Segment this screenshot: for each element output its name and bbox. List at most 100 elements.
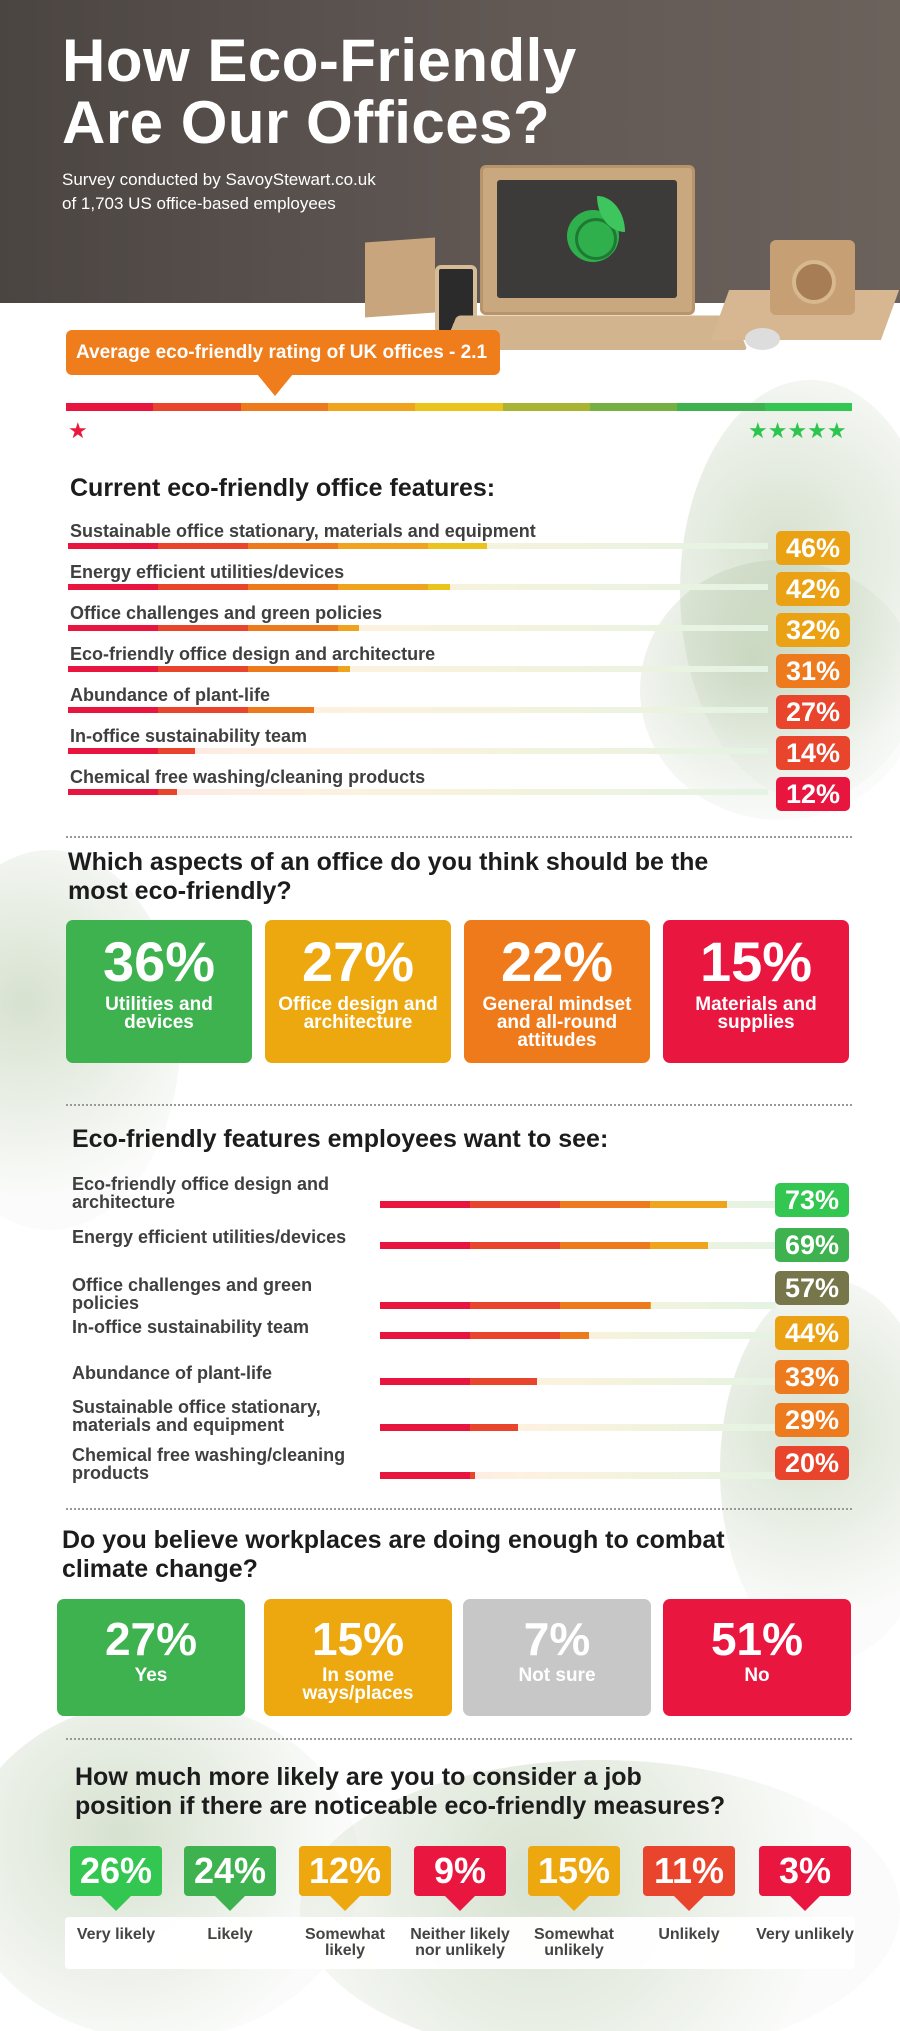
divider <box>66 1508 852 1510</box>
job-percent-badge: 15% <box>528 1846 620 1896</box>
current-features-title: Current eco-friendly office features: <box>70 474 496 502</box>
job-label: Very likely <box>76 1926 156 1943</box>
feature-bar-fill <box>68 707 314 713</box>
feature-row: Eco-friendly office design and architect… <box>68 644 854 688</box>
feature-bar-track <box>68 748 768 754</box>
subtitle: Survey conducted by SavoyStewart.co.uk o… <box>62 168 376 216</box>
subtitle-line-2: of 1,703 US office-based employees <box>62 194 336 213</box>
divider <box>66 1104 852 1106</box>
job-pointer-icon <box>558 1895 590 1911</box>
feature-row: Abundance of plant-life 27% <box>68 685 854 729</box>
feature-row: Office challenges and green policies 32% <box>68 603 854 647</box>
job-title-line-1: How much more likely are you to consider… <box>75 1763 642 1791</box>
job-label: Somewhat unlikely <box>533 1926 614 1959</box>
aspect-percent: 22% <box>500 930 614 993</box>
want-percent-badge: 33% <box>775 1360 849 1394</box>
want-feature-row: Eco-friendly office design and architect… <box>70 1175 856 1215</box>
job-percent-badge: 3% <box>759 1846 851 1896</box>
aspect-box: 22% General mindset and all-round attitud… <box>464 920 650 1063</box>
feature-label: Chemical free washing/cleaning products <box>70 767 426 787</box>
want-percent-badge: 73% <box>775 1183 849 1217</box>
feature-percent-badge: 32% <box>776 613 850 647</box>
feature-label: Office challenges and green policies <box>70 603 383 623</box>
climate-label: No <box>744 1665 770 1686</box>
climate-title-line-2: climate change? <box>62 1555 258 1583</box>
climate-box: 7% Not sure <box>463 1599 651 1716</box>
job-percent-badge: 11% <box>643 1846 735 1896</box>
mouse-icon <box>745 328 780 350</box>
feature-bar-track <box>68 789 768 795</box>
aspect-box: 27% Office design and architecture <box>265 920 451 1063</box>
feature-row: Energy efficient utilities/devices 42% <box>68 562 854 606</box>
want-feature-label: Chemical free washing/cleaning products <box>72 1445 346 1483</box>
want-bar-fill <box>380 1378 537 1385</box>
job-label: Unlikely <box>658 1926 720 1943</box>
feature-percent-badge: 46% <box>776 531 850 565</box>
want-feature-label: Office challenges and green policies <box>72 1275 313 1313</box>
want-feature-row: Abundance of plant-life <box>70 1364 856 1404</box>
want-percent-badge: 29% <box>775 1403 849 1437</box>
aspect-percent: 27% <box>301 930 415 993</box>
want-bar-track <box>380 1472 776 1479</box>
feature-label: Energy efficient utilities/devices <box>70 562 345 582</box>
aspect-label: General mindset and all-round attitudes <box>482 994 632 1051</box>
want-feature-label: In-office sustainability team <box>72 1317 310 1337</box>
divider <box>66 1738 852 1740</box>
feature-row: Sustainable office stationary, materials… <box>68 521 854 565</box>
job-pointer-icon <box>214 1895 246 1911</box>
want-feature-row: Sustainable office stationary, materials… <box>70 1398 856 1438</box>
office-illustration <box>350 150 900 360</box>
want-features-title: Eco-friendly features employees want to … <box>72 1125 609 1153</box>
divider <box>66 836 852 838</box>
feature-bar-track <box>68 625 768 631</box>
feature-percent-badge: 31% <box>776 654 850 688</box>
five-stars-icon: ★★★★★ <box>748 418 847 443</box>
aspect-label: Utilities and devices <box>105 994 213 1033</box>
climate-percent: 27% <box>104 1613 198 1665</box>
want-feature-label: Eco-friendly office design and architect… <box>72 1174 330 1212</box>
title-line-2: Are Our Offices? <box>62 89 551 156</box>
feature-bar-fill <box>68 666 351 672</box>
job-pointer-icon <box>329 1895 361 1911</box>
want-percent-badge: 69% <box>775 1228 849 1262</box>
job-label: Likely <box>207 1926 253 1943</box>
feature-percent-badge: 12% <box>776 777 850 811</box>
want-bar-fill <box>380 1332 589 1339</box>
aspect-box: 15% Materials and supplies <box>663 920 849 1063</box>
aspects-title-line-1: Which aspects of an office do you think … <box>68 848 709 876</box>
job-pointer-icon <box>789 1895 821 1911</box>
want-percent-badge: 57% <box>775 1271 849 1305</box>
want-feature-label: Abundance of plant-life <box>72 1363 272 1383</box>
header-banner: How Eco-Friendly Are Our Offices? Survey… <box>0 0 900 303</box>
job-pointer-icon <box>100 1895 132 1911</box>
want-feature-row: In-office sustainability team <box>70 1318 856 1358</box>
feature-row: Chemical free washing/cleaning products 1… <box>68 767 854 811</box>
want-percent-badge: 44% <box>775 1316 849 1350</box>
feature-bar-fill <box>68 625 360 631</box>
feature-label: Abundance of plant-life <box>70 685 270 705</box>
want-bar-fill <box>380 1424 518 1431</box>
feature-bar-fill <box>68 789 178 795</box>
climate-box: 51% No <box>663 1599 851 1716</box>
rating-pointer-icon <box>257 374 293 396</box>
want-feature-label: Energy efficient utilities/devices <box>72 1227 347 1247</box>
feature-label: Eco-friendly office design and architect… <box>70 644 436 664</box>
want-feature-row: Chemical free washing/cleaning products <box>70 1446 856 1486</box>
climate-box: 27% Yes <box>57 1599 245 1716</box>
aspects-title: Which aspects of an office do you think … <box>68 848 708 906</box>
subtitle-line-1: Survey conducted by SavoyStewart.co.uk <box>62 170 376 189</box>
feature-bar-fill <box>68 543 487 549</box>
job-label: Neither likely nor unlikely <box>410 1926 510 1959</box>
page-title: How Eco-Friendly Are Our Offices? <box>62 30 577 154</box>
laptop-icon <box>480 165 695 315</box>
job-percent-badge: 26% <box>70 1846 162 1896</box>
job-pointer-icon <box>673 1895 705 1911</box>
job-pointer-icon <box>444 1895 476 1911</box>
want-bar-track <box>380 1378 776 1385</box>
feature-bar-fill <box>68 584 451 590</box>
feature-percent-badge: 14% <box>776 736 850 770</box>
feature-row: In-office sustainability team 14% <box>68 726 854 770</box>
want-percent-badge: 20% <box>775 1446 849 1480</box>
climate-label: In some ways/places <box>302 1665 414 1704</box>
